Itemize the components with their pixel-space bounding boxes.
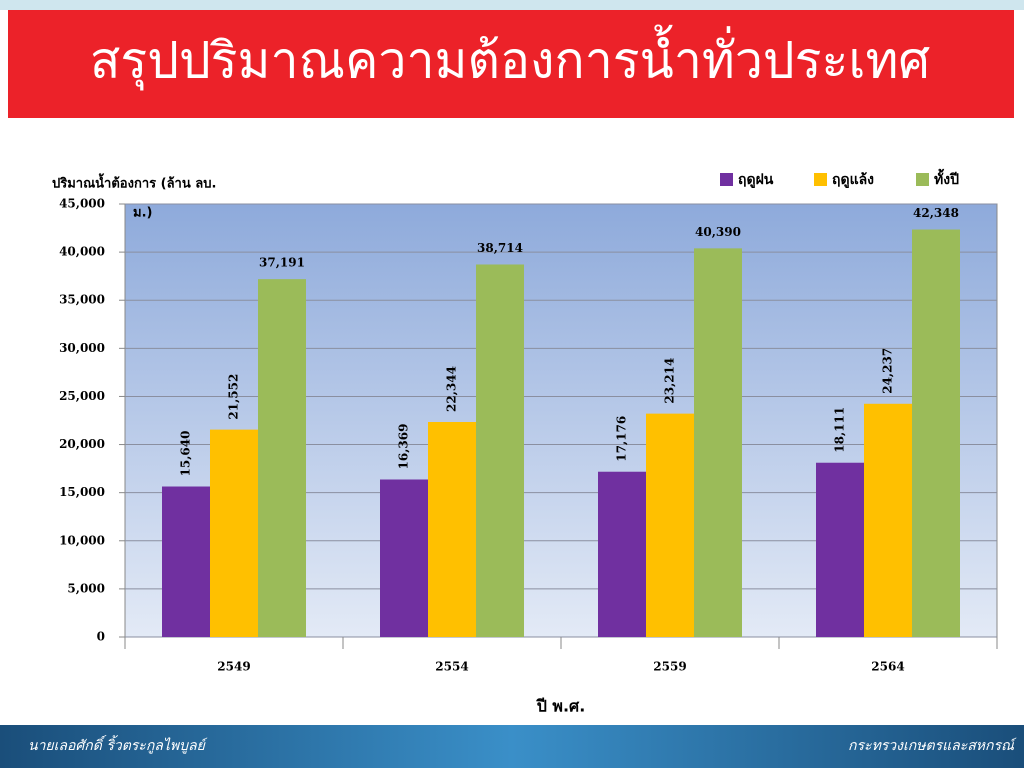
legend-swatch bbox=[814, 173, 827, 186]
y-tick-label: 25,000 bbox=[59, 389, 105, 403]
x-tick-label: 2564 bbox=[871, 660, 904, 674]
footer-right: กระทรวงเกษตรและสหกรณ์ bbox=[848, 737, 1017, 754]
value-label: 37,191 bbox=[259, 256, 305, 270]
legend-label: ทั้งปี bbox=[934, 168, 959, 188]
y-tick-label: 35,000 bbox=[59, 293, 105, 307]
bar bbox=[694, 248, 742, 637]
y-tick-label: 40,000 bbox=[59, 245, 105, 259]
bar bbox=[912, 229, 960, 637]
value-label: 22,344 bbox=[445, 366, 459, 412]
value-label: 23,214 bbox=[663, 358, 677, 404]
bar bbox=[258, 279, 306, 637]
y-axis-label: ปริมาณน้ำต้องการ (ล้าน ลบ. bbox=[52, 173, 216, 192]
bar bbox=[162, 486, 210, 637]
x-tick-label: 2559 bbox=[653, 660, 686, 674]
value-label: 40,390 bbox=[695, 225, 741, 239]
slide-title: สรุปปริมาณความต้องการน้ำทั่วประเทศ bbox=[90, 25, 931, 91]
top-decoration bbox=[0, 0, 1024, 10]
value-label: 24,237 bbox=[881, 348, 895, 394]
legend-swatch bbox=[720, 173, 733, 186]
value-label: 17,176 bbox=[615, 416, 629, 462]
x-tick-label: 2549 bbox=[217, 660, 250, 674]
x-axis-label: ปี พ.ศ. bbox=[535, 697, 585, 716]
bar bbox=[598, 471, 646, 637]
bar bbox=[816, 462, 864, 637]
y-tick-label: 15,000 bbox=[59, 485, 105, 499]
y-tick-label: 20,000 bbox=[59, 437, 105, 451]
footer-left: นายเลอศักดิ์ ริ้วตระกูลไพบูลย์ bbox=[28, 735, 208, 754]
y-tick-label: 5,000 bbox=[67, 581, 105, 595]
y-tick-label: 10,000 bbox=[59, 533, 105, 547]
value-label: 38,714 bbox=[477, 241, 523, 255]
value-label: 16,369 bbox=[397, 424, 411, 470]
y-axis-label: ม.) bbox=[133, 206, 152, 221]
y-tick-label: 0 bbox=[97, 630, 105, 644]
footer-bar bbox=[0, 725, 1024, 768]
bar bbox=[380, 479, 428, 637]
bar bbox=[646, 413, 694, 637]
legend-label: ฤดูฝน bbox=[738, 172, 774, 188]
legend-swatch bbox=[916, 173, 929, 186]
value-label: 18,111 bbox=[833, 407, 847, 453]
y-tick-label: 30,000 bbox=[59, 341, 105, 355]
bar bbox=[210, 429, 258, 637]
bar bbox=[864, 403, 912, 637]
x-tick-label: 2554 bbox=[435, 660, 468, 674]
value-label: 15,640 bbox=[179, 431, 193, 477]
legend-label: ฤดูแล้ง bbox=[832, 172, 874, 188]
value-label: 21,552 bbox=[227, 374, 241, 420]
value-label: 42,348 bbox=[913, 206, 959, 220]
bar bbox=[476, 264, 524, 637]
y-tick-label: 45,000 bbox=[59, 197, 105, 211]
bar bbox=[428, 422, 476, 637]
title-banner bbox=[8, 10, 1014, 118]
